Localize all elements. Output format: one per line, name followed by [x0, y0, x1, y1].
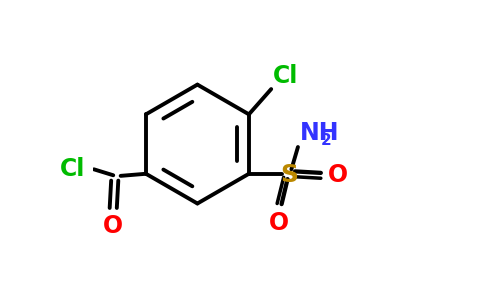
Text: O: O — [269, 211, 288, 235]
Text: Cl: Cl — [272, 64, 298, 88]
Text: O: O — [328, 163, 348, 187]
Text: NH: NH — [300, 121, 339, 145]
Text: O: O — [103, 214, 123, 239]
Text: 2: 2 — [321, 133, 332, 148]
Text: S: S — [280, 163, 298, 187]
Text: Cl: Cl — [60, 157, 85, 181]
